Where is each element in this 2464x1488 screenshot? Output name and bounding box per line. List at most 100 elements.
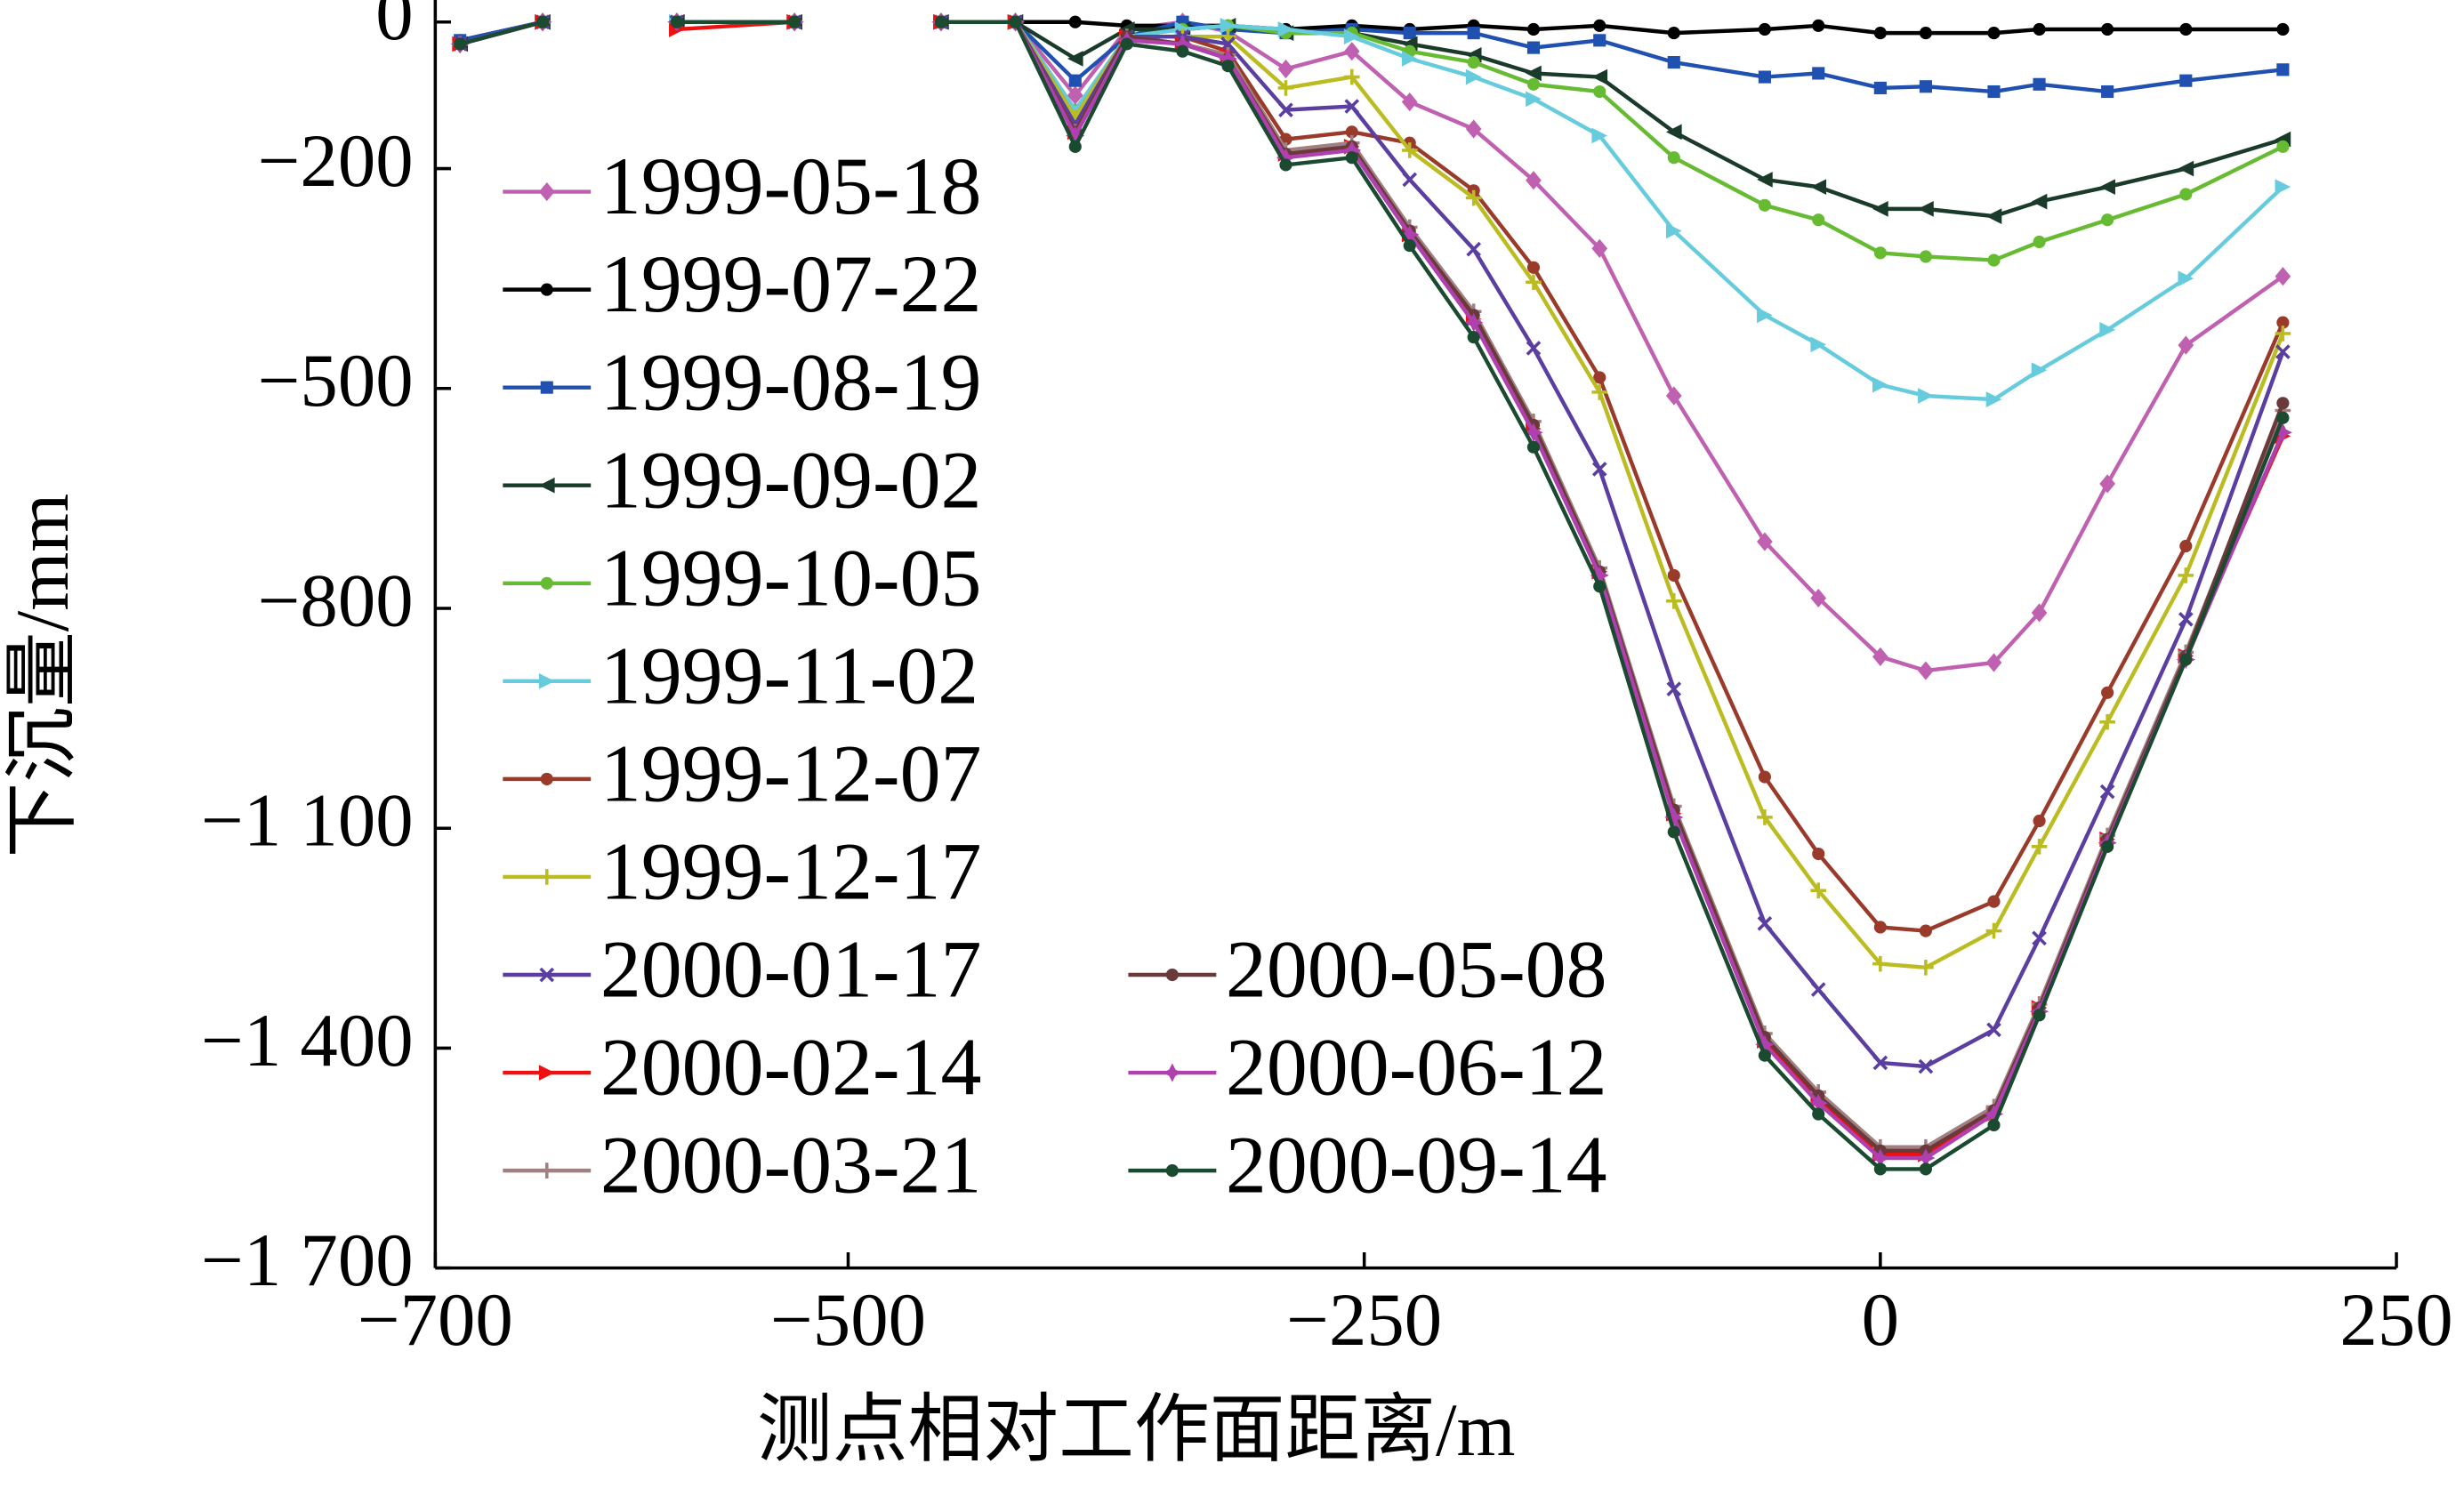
data-point [535, 15, 550, 28]
y-tick-label: 0 [375, 0, 413, 56]
data-point [1526, 41, 1541, 54]
data-point [2033, 77, 2046, 91]
data-point [2275, 344, 2291, 359]
data-point [2276, 397, 2290, 410]
data-point [1757, 172, 1773, 188]
data-point [2101, 84, 2114, 99]
legend-marker [540, 772, 553, 785]
legend-marker [538, 181, 555, 202]
data-point [1873, 81, 1887, 94]
data-point [2275, 267, 2291, 286]
data-point [1401, 92, 1418, 112]
data-point [1664, 808, 1684, 827]
data-point [2033, 814, 2046, 828]
data-point [1872, 376, 1888, 393]
data-point [1871, 1148, 1890, 1168]
legend-marker [1165, 968, 1179, 982]
series-line [940, 20, 2284, 262]
y-tick-label: −1 100 [201, 779, 414, 863]
data-point [1176, 44, 1189, 58]
data-point [934, 15, 947, 28]
y-tick-label: −200 [258, 119, 414, 203]
data-point [1916, 1148, 1936, 1168]
data-point [1276, 148, 1296, 167]
data-point [2179, 74, 2193, 87]
data-point [2101, 686, 2114, 699]
data-point [1466, 241, 1481, 257]
data-point [2099, 322, 2115, 338]
data-point [1593, 371, 1606, 384]
data-point [1220, 18, 1236, 34]
data-point [1873, 246, 1887, 260]
data-point [2276, 316, 2290, 329]
series-line [940, 20, 2285, 933]
x-tick-label: 250 [2339, 1278, 2452, 1362]
data-point [1918, 959, 1934, 976]
legend-marker [1163, 1063, 1182, 1082]
data-point [1343, 28, 1360, 45]
data-point [1593, 84, 1606, 99]
data-point [1068, 74, 1082, 87]
y-tick-label: −500 [258, 339, 414, 422]
data-point [1526, 261, 1541, 274]
legend-label: 1999-07-22 [600, 238, 982, 329]
data-point [1919, 924, 1932, 937]
data-point [1526, 22, 1541, 36]
data-point [1277, 59, 1294, 79]
data-point [1985, 653, 2002, 672]
data-point [1757, 532, 1773, 551]
x-axis-label: 测点相对工作面距离/m [757, 1388, 1516, 1472]
data-point [1345, 125, 1358, 139]
data-point [1755, 1034, 1775, 1054]
data-point [1465, 189, 1482, 206]
data-point [1526, 341, 1542, 356]
data-point [1665, 592, 1682, 609]
data-point [1919, 1162, 1932, 1176]
data-point [2178, 612, 2194, 627]
data-point [1172, 34, 1193, 54]
data-point [1757, 307, 1773, 324]
data-point [1987, 253, 2001, 267]
data-point [1873, 921, 1887, 934]
data-point [1591, 127, 1608, 144]
data-point [1401, 142, 1418, 158]
data-point [2276, 63, 2290, 76]
data-point [2031, 838, 2048, 855]
data-point [1667, 825, 1680, 839]
legend-marker [538, 673, 555, 689]
data-point [1985, 208, 2002, 224]
data-point [2179, 539, 2193, 553]
data-point [1810, 982, 1826, 997]
data-point [1987, 84, 2001, 99]
series-line [459, 20, 544, 46]
data-point [1758, 770, 1771, 784]
data-point [2275, 179, 2291, 195]
legend-marker [1165, 1164, 1179, 1178]
data-point [1277, 80, 1294, 96]
legend-label: 1999-11-02 [600, 630, 978, 720]
data-point [2033, 1009, 2046, 1022]
legend-marker [540, 381, 553, 394]
legend-label: 2000-01-17 [600, 924, 982, 1015]
data-point [2099, 474, 2115, 494]
data-point [1987, 27, 2001, 40]
data-point [1590, 566, 1609, 585]
data-point [1872, 955, 1888, 972]
y-tick-label: −1 700 [201, 1219, 414, 1302]
data-point [454, 37, 467, 51]
data-point [1872, 1055, 1888, 1071]
data-point [1985, 391, 2002, 407]
data-point [2031, 603, 2048, 623]
data-point [1667, 56, 1680, 69]
data-point [1808, 1093, 1828, 1113]
data-point [1218, 49, 1238, 68]
data-point [1758, 198, 1771, 212]
data-point [1344, 99, 1360, 114]
data-point [1812, 213, 1825, 227]
legend-marker [539, 967, 555, 983]
data-point [1526, 91, 1542, 108]
data-point [1984, 1105, 2004, 1124]
legend-marker [540, 576, 553, 590]
data-point [1872, 201, 1888, 217]
data-point [2031, 362, 2048, 379]
